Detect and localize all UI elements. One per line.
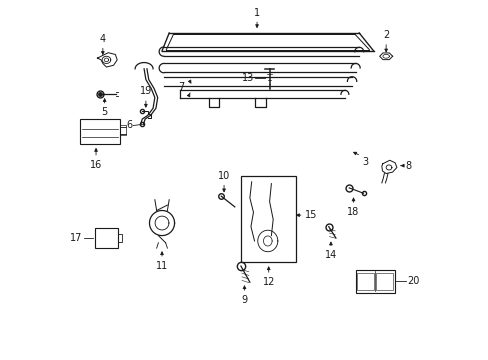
Text: 13: 13 bbox=[241, 73, 253, 83]
Text: 19: 19 bbox=[140, 86, 152, 96]
Text: 12: 12 bbox=[262, 277, 274, 287]
Text: 20: 20 bbox=[406, 276, 419, 286]
Text: 4: 4 bbox=[100, 34, 106, 44]
Bar bbox=[355, 270, 394, 293]
Text: 17: 17 bbox=[70, 233, 82, 243]
Bar bbox=[357, 273, 374, 290]
Bar bbox=[120, 125, 126, 135]
Text: 14: 14 bbox=[324, 250, 336, 260]
Text: 9: 9 bbox=[241, 295, 247, 305]
Bar bbox=[94, 228, 118, 248]
Text: 15: 15 bbox=[305, 210, 317, 220]
Text: 8: 8 bbox=[405, 161, 411, 171]
Text: 16: 16 bbox=[90, 159, 102, 170]
Bar bbox=[118, 234, 122, 242]
Bar bbox=[80, 119, 120, 144]
Text: 7: 7 bbox=[178, 82, 184, 93]
Bar bbox=[241, 176, 296, 262]
Bar bbox=[375, 273, 392, 290]
Text: 6: 6 bbox=[126, 121, 132, 130]
Text: 11: 11 bbox=[156, 261, 168, 271]
Text: 10: 10 bbox=[218, 171, 230, 181]
Text: 18: 18 bbox=[346, 207, 359, 217]
Text: 2: 2 bbox=[382, 30, 388, 40]
Text: 3: 3 bbox=[362, 157, 368, 167]
Text: 5: 5 bbox=[102, 107, 107, 117]
Text: 1: 1 bbox=[253, 8, 260, 18]
